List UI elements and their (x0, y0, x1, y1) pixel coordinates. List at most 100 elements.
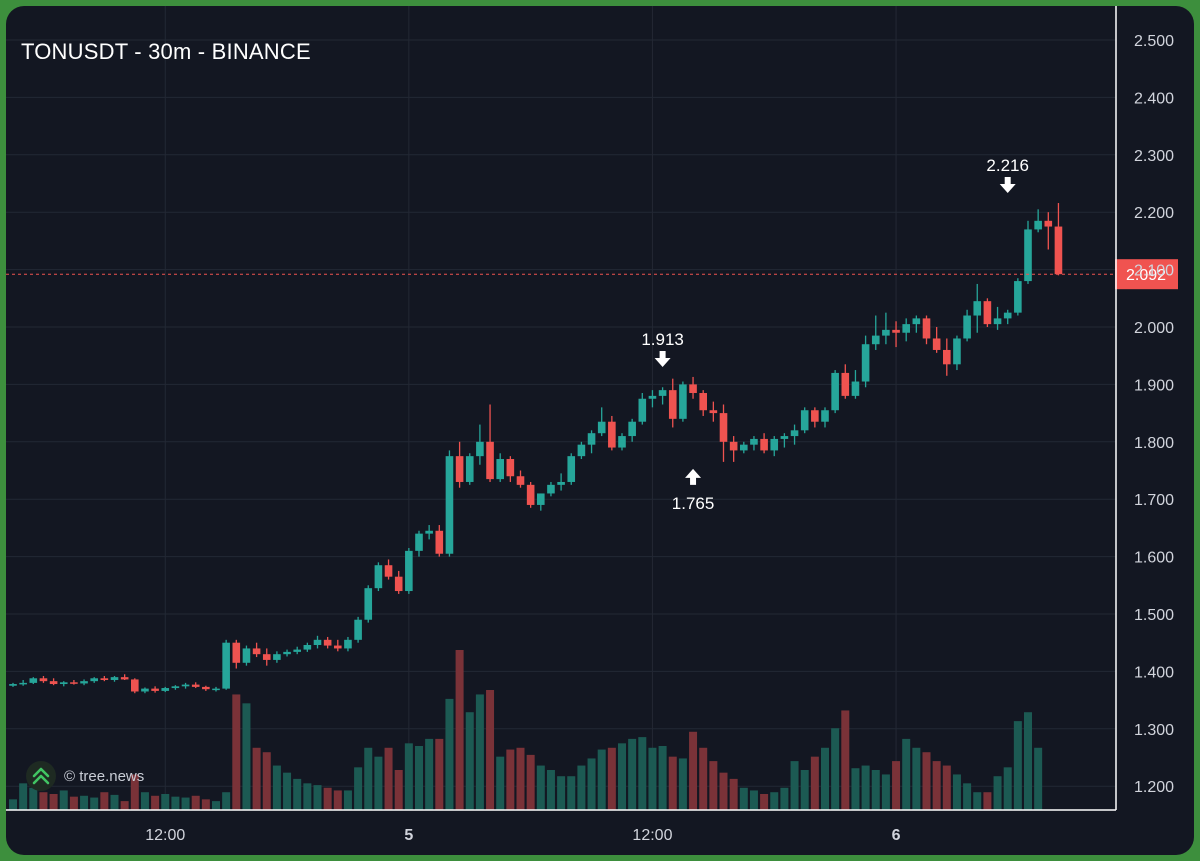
volume-bar (80, 795, 89, 810)
candle-body (790, 430, 799, 437)
candle (516, 470, 525, 488)
candle (29, 677, 38, 685)
candle (922, 315, 931, 345)
candle (567, 453, 576, 485)
candle-body (445, 456, 454, 554)
candle (486, 404, 494, 482)
volume-bar (455, 650, 464, 810)
chart-frame: 2.092 1.913 1.765 2.216 2.500 2.400 2.300 2.2… (6, 6, 1194, 855)
volume-bar (557, 776, 566, 810)
volume-bar (881, 774, 890, 810)
candle-body (151, 688, 159, 691)
candle (587, 430, 596, 454)
candle-body (313, 639, 322, 645)
volume-bar (983, 792, 992, 810)
candle-body (882, 329, 890, 336)
candle (882, 312, 890, 345)
price-tick-label: 1.400 (1134, 664, 1174, 681)
volume-bar (201, 799, 210, 810)
candle-body (740, 444, 748, 451)
candle-body (262, 654, 271, 660)
candle (953, 335, 961, 371)
candle (202, 685, 210, 691)
candle-body (1024, 229, 1032, 282)
volume-bar (415, 746, 423, 810)
candle-body (821, 410, 829, 422)
volume-bar (394, 770, 403, 810)
candle-body (405, 550, 413, 592)
volume-bar (821, 747, 829, 810)
candle-body (851, 381, 860, 396)
candle (9, 682, 17, 687)
candle (628, 418, 636, 442)
price-tick-label: 2.200 (1134, 205, 1174, 222)
candle (811, 407, 819, 428)
candle (668, 378, 677, 428)
candle (313, 635, 322, 649)
candle-body (394, 576, 403, 592)
candle (770, 436, 779, 457)
candle-body (293, 649, 301, 652)
candle (80, 679, 88, 686)
volume-bar (1024, 712, 1032, 810)
volume-bar (232, 694, 241, 810)
volume-bar (242, 703, 251, 810)
candle (851, 370, 860, 399)
candle (212, 686, 220, 692)
price-axis[interactable]: 2.500 2.400 2.300 2.200 2.100 2.000 1.900 1.800… (1115, 6, 1174, 810)
candle (496, 453, 504, 482)
candle-body (770, 438, 779, 451)
candle-body (922, 318, 931, 339)
candle (354, 616, 362, 643)
volume-bar (90, 797, 99, 810)
candle-body (59, 682, 68, 685)
candle-body (577, 444, 586, 457)
price-tick-label: 1.700 (1134, 492, 1174, 509)
candle (100, 675, 109, 682)
candle (181, 682, 190, 689)
chart-canvas[interactable]: 2.092 1.913 1.765 2.216 2.500 2.400 2.300 2.2… (6, 6, 1194, 855)
candle (648, 390, 657, 408)
candle-body (191, 684, 200, 687)
volume-bar (354, 767, 363, 810)
candle-body (608, 421, 616, 448)
volume-bar (445, 698, 454, 810)
price-tick-label: 1.300 (1134, 722, 1174, 739)
volume-bar (486, 690, 495, 810)
candle (323, 636, 332, 649)
candle (455, 441, 464, 488)
volume-bar (902, 738, 911, 810)
volume-bar (475, 694, 484, 810)
candles (9, 203, 1063, 694)
candle-body (506, 459, 515, 477)
candle-body (1054, 226, 1063, 275)
candle-body (963, 315, 971, 339)
volume-bar (861, 765, 870, 810)
price-tick-label: 2.300 (1134, 148, 1174, 165)
candle-body (547, 484, 555, 494)
candle (963, 309, 971, 342)
volume-bar (9, 799, 17, 810)
candle-body (120, 677, 129, 680)
candle (90, 677, 98, 683)
volume-bar (181, 797, 190, 810)
volume-bar (567, 776, 576, 810)
candle (465, 453, 474, 485)
candle-body (110, 677, 119, 681)
candle (334, 639, 342, 652)
candle-body (212, 688, 220, 691)
candle-body (496, 459, 504, 480)
volume-bar (39, 792, 48, 810)
candle-body (760, 438, 768, 451)
candle-body (100, 678, 109, 681)
volume-bar (100, 792, 109, 810)
time-axis[interactable]: 12:00 5 12:00 6 (6, 809, 1116, 844)
candle (993, 306, 1002, 330)
price-tick-label: 2.000 (1134, 320, 1174, 337)
time-tick-label: 6 (892, 827, 901, 844)
candle-body (973, 301, 982, 316)
candle-body (892, 329, 900, 333)
candle-body (476, 441, 484, 457)
candle-body (557, 481, 565, 485)
volume-bar (130, 774, 139, 810)
